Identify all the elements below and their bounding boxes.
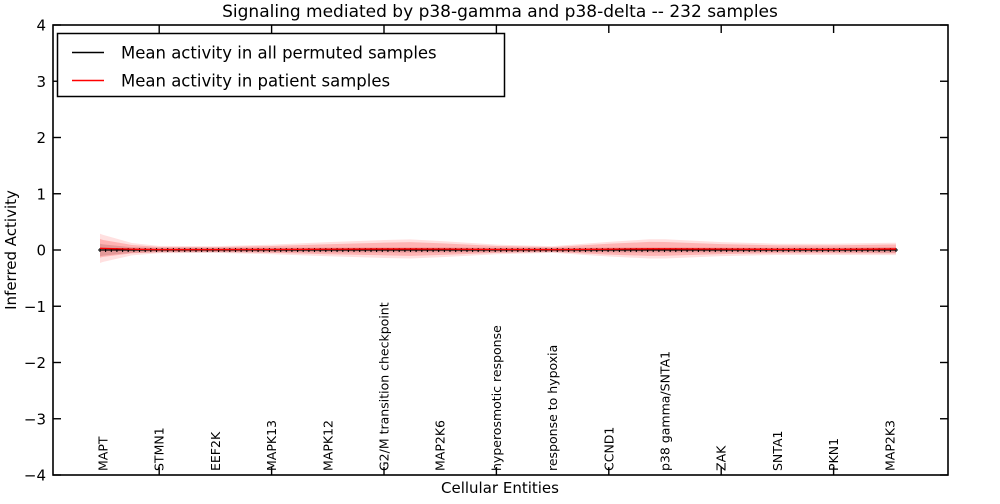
patient-confidence-band [100,239,896,258]
y-tick-label: 2 [36,129,46,147]
axes-frame [52,24,949,476]
x-category-label: p38 gamma/SNTA1 [658,351,673,471]
y-tick-label: 0 [36,242,46,260]
x-category-label: MAP2K6 [433,420,448,471]
x-axis-label: Cellular Entities [441,479,559,497]
x-category-label: MAP2K3 [882,420,897,471]
y-tick-label: −3 [24,410,46,428]
legend-label-patient: Mean activity in patient samples [121,72,390,91]
x-category-label: G2/M transition checkpoint [377,302,392,471]
patient-confidence-band-outer [100,233,896,263]
y-axis-label: Inferred Activity [2,190,20,310]
legend-frame [56,32,506,98]
y-tick-label: −4 [24,467,46,485]
chart-title: Signaling mediated by p38-gamma and p38-… [222,2,778,22]
y-tick-label: −2 [24,354,46,372]
plot-generated-content: 4 3 2 1 0 −1 −2 −3 −4 MAPT STMN1 EEF2K MAPK13 MAPK12 G… [24,17,948,485]
x-category-label: CCND1 [601,427,616,471]
patient-mean-line [99,247,896,251]
legend: Mean activity in all permuted samples Me… [56,32,506,98]
x-category-label: MAPK12 [320,420,335,471]
x-category-label: ZAK [714,445,729,471]
x-category-label: hyperosmotic response [489,325,504,471]
x-category-label: response to hypoxia [545,345,560,471]
y-tick-label: 3 [36,73,46,91]
legend-label-permuted: Mean activity in all permuted samples [121,44,437,63]
y-tick-label: 1 [36,185,46,203]
x-category-label: MAPT [96,436,111,471]
x-category-label: EEF2K [208,431,223,471]
y-tick-label: −1 [24,298,46,316]
y-tick-label: 4 [36,17,46,35]
x-category-label: STMN1 [152,427,167,471]
x-category-label: SNTA1 [770,431,785,471]
x-category-label: MAPK13 [264,420,279,471]
x-category-label: PKN1 [826,438,841,471]
